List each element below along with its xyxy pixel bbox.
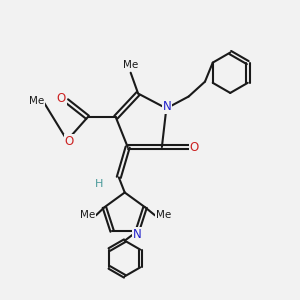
Text: N: N [163,100,172,113]
Text: H: H [95,179,104,189]
Text: Me: Me [80,210,95,220]
Text: Me: Me [29,96,44,106]
Text: Me: Me [123,60,138,70]
Text: O: O [64,135,74,148]
Text: O: O [189,140,199,154]
Text: N: N [133,228,142,241]
Text: O: O [57,92,66,105]
Text: Me: Me [156,210,171,220]
